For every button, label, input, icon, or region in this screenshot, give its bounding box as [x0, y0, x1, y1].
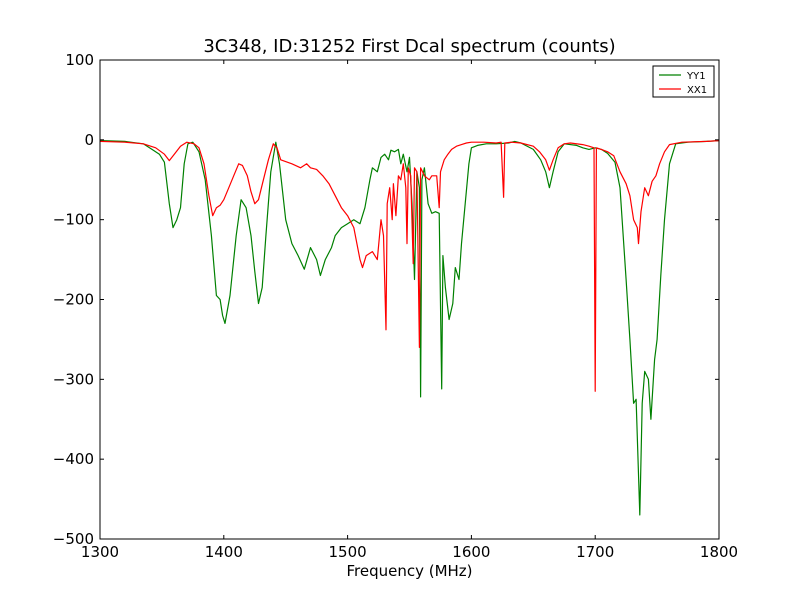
x-tick-label: 1600	[452, 543, 490, 561]
x-tick-label: 1400	[205, 543, 243, 561]
legend-label-xx1: XX1	[687, 85, 707, 96]
y-tick-label: −400	[53, 450, 94, 468]
legend-label-yy1: YY1	[686, 71, 706, 82]
series-lines	[100, 140, 719, 516]
series-line-xx1	[100, 140, 719, 392]
axis-ticks: 1300 1400 1500 1600 1700 1800 −500 −400 −300 −200…	[53, 51, 738, 561]
y-tick-label: −500	[53, 530, 94, 548]
chart-title: 3C348, ID:31252 First Dcal spectrum (cou…	[203, 36, 615, 57]
plot-frame	[99, 59, 720, 540]
x-tick-label: 1800	[700, 543, 738, 561]
x-tick-label: 1300	[81, 543, 119, 561]
x-tick-label: 1500	[329, 543, 367, 561]
y-tick-label: 100	[65, 51, 94, 69]
x-tick-label: 1700	[576, 543, 614, 561]
y-tick-label: 0	[84, 131, 94, 149]
y-tick-label: −100	[53, 211, 94, 229]
legend-box	[652, 65, 715, 98]
x-axis-label: Frequency (MHz)	[346, 562, 472, 580]
y-tick-label: −300	[53, 370, 94, 388]
y-tick-label: −200	[53, 291, 94, 309]
series-line-yy1	[100, 140, 719, 516]
